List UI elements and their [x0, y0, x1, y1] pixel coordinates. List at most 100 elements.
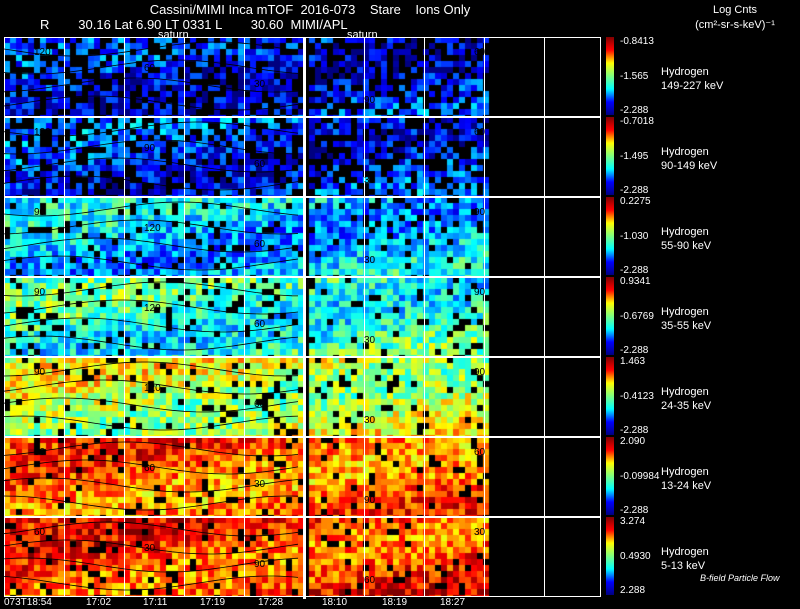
spectrogram-image — [4, 357, 601, 437]
panel-frame — [4, 37, 601, 117]
title-line-1: Cassini/MIMI Inca mTOF 2016-073 Stare Io… — [149, 2, 471, 17]
pitch-angle-contour — [4, 379, 299, 395]
spectrogram-image — [4, 37, 601, 117]
pitch-angle-contour — [4, 335, 299, 351]
spectrogram-image — [4, 277, 601, 357]
pitch-angle-contour — [4, 521, 299, 537]
spectrogram-panel: 120 90 60 30 60 — [4, 117, 601, 197]
contour-label: 60 — [34, 527, 46, 538]
energy-band-label: Hydrogen 13-24 keV — [661, 465, 711, 493]
panel-frame — [4, 437, 601, 517]
colorbar — [606, 117, 614, 195]
energy-band-label: Hydrogen 55-90 keV — [661, 225, 711, 253]
pitch-angle-contour — [4, 441, 299, 457]
pitch-angle-contour — [4, 41, 299, 57]
pitch-angle-contour — [4, 139, 299, 155]
pitch-angle-contour — [4, 459, 299, 475]
energy-range-label: 90-149 keV — [661, 160, 718, 172]
panel-overlay: 90 120 60 30 90 — [4, 357, 601, 437]
pitch-angle-contour — [4, 575, 299, 591]
energy-range-label: 35-55 keV — [661, 320, 712, 332]
spectrogram-image — [4, 517, 601, 597]
spectrogram-panel: 60 30 90 60 30 — [4, 517, 601, 597]
pitch-angle-contour — [4, 477, 299, 493]
contour-label: 60 — [254, 319, 266, 330]
pitch-angle-contour — [4, 415, 299, 431]
contour-label: 90 — [34, 287, 46, 298]
species-label: Hydrogen — [661, 226, 709, 238]
contour-label: 60 — [364, 575, 376, 586]
contour-label: 60 — [254, 159, 266, 170]
contour-label: 90 — [474, 207, 486, 218]
colorbar-min-value: -2.288 — [620, 185, 649, 196]
contour-label: 30 — [364, 415, 376, 426]
colorbar-max-value: 3.274 — [620, 516, 646, 527]
spectrogram-panel: 120 60 30 90 60 — [4, 37, 601, 117]
spectrogram-panel: 90 60 30 90 60 — [4, 437, 601, 517]
contour-label: 30 — [364, 335, 376, 346]
pitch-angle-contour — [4, 157, 299, 173]
panel-frame — [4, 197, 601, 277]
colorbar-mid-value: -1.495 — [620, 151, 649, 162]
contour-label: 120 — [144, 223, 161, 234]
pitch-angle-contour — [4, 495, 299, 511]
pitch-angle-contour — [4, 255, 299, 271]
pitch-angle-contour — [4, 175, 299, 191]
contour-label: 90 — [254, 559, 266, 570]
contour-label: 60 — [144, 463, 156, 474]
time-tick-label: 17:11 — [143, 597, 168, 608]
colorbar — [606, 437, 614, 515]
pitch-angle-contour — [4, 237, 299, 253]
contour-label: 60 — [474, 47, 486, 58]
spectrogram-panel: 90 120 60 30 90 — [4, 357, 601, 437]
colorbar-max-value: -0.8413 — [620, 36, 654, 47]
units-line-1: Log Cnts — [712, 4, 758, 16]
contour-label: 60 — [474, 127, 486, 138]
spectrogram-image — [4, 117, 601, 197]
pitch-angle-contour — [4, 59, 299, 75]
colorbar-max-value: 0.9341 — [620, 276, 651, 287]
energy-band-label: Hydrogen 24-35 keV — [661, 385, 711, 413]
colorbar-mid-value: -0.4123 — [620, 391, 654, 402]
contour-label: 30 — [474, 527, 486, 538]
contour-label: 120 — [34, 127, 51, 138]
pitch-angle-contour — [4, 317, 299, 333]
contour-label: 30 — [144, 543, 156, 554]
spectrogram-panel: 90 120 60 30 90 — [4, 277, 601, 357]
colorbar-mid-value: -0.09984 — [620, 471, 660, 482]
colorbar-max-value: 1.463 — [620, 356, 646, 367]
energy-band-label: Hydrogen 149-227 keV — [661, 65, 723, 93]
pitch-angle-contour — [4, 557, 299, 573]
spectrogram-image — [4, 437, 601, 517]
colorbar-mid-value: -1.565 — [620, 71, 649, 82]
pitch-angle-contour — [4, 397, 299, 413]
contour-label: 90 — [144, 143, 156, 154]
energy-band-label: Hydrogen 35-55 keV — [661, 305, 711, 333]
data-gap-divider — [303, 37, 306, 599]
species-label: Hydrogen — [661, 306, 709, 318]
contour-label: 90 — [474, 287, 486, 298]
energy-range-label: 5-13 keV — [661, 560, 706, 572]
colorbar-max-value: 2.090 — [620, 436, 646, 447]
time-tick-label: 17:28 — [258, 597, 284, 608]
colorbar-max-value: 0.2275 — [620, 196, 651, 207]
pitch-angle-contour — [4, 95, 299, 111]
colorbar-min-value: -2.288 — [620, 505, 649, 516]
species-label: Hydrogen — [661, 146, 709, 158]
panel-frame — [4, 117, 601, 197]
pitch-angle-contour — [4, 219, 299, 235]
colorbar-min-value: -2.288 — [620, 265, 649, 276]
species-label: Hydrogen — [661, 386, 709, 398]
species-label: Hydrogen — [661, 66, 709, 78]
contour-label: 90 — [474, 367, 486, 378]
pitch-angle-contour — [4, 361, 299, 377]
colorbar-mid-value: -0.6769 — [620, 311, 654, 322]
panel-frame — [4, 357, 601, 437]
pitch-angle-contour — [4, 121, 299, 137]
species-label: Hydrogen — [661, 546, 709, 558]
energy-range-label: 55-90 keV — [661, 240, 712, 252]
contour-label: 60 — [144, 63, 156, 74]
colorbar-mid-value: -1.030 — [620, 231, 649, 242]
time-tick-label: 18:27 — [440, 597, 466, 608]
pitch-angle-contour — [4, 77, 299, 93]
